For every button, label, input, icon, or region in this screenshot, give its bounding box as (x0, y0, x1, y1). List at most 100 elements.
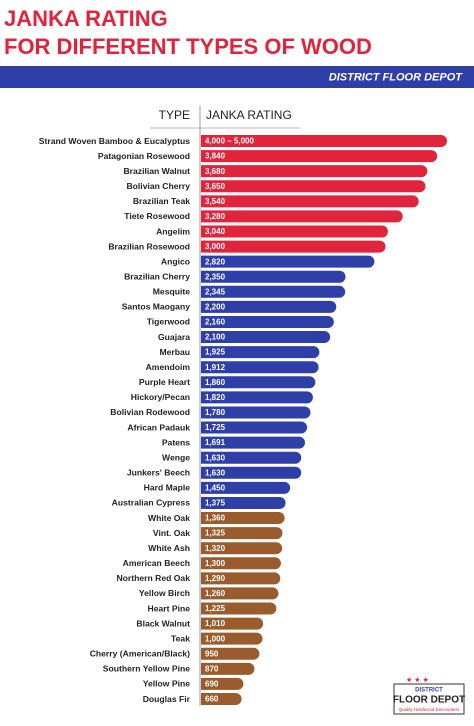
value-label: 1,375 (205, 499, 226, 508)
category-label: Angelim (156, 226, 190, 236)
bar-left (201, 436, 207, 449)
category-label: Wenge (162, 452, 190, 462)
category-label: Tiete Rosewood (124, 211, 190, 221)
value-label: 1,450 (205, 483, 226, 492)
bar-left (201, 315, 207, 328)
value-label: 3,540 (205, 197, 226, 206)
value-label: 1,691 (205, 438, 226, 447)
value-label: 1,725 (205, 423, 226, 432)
category-label: Bolivian Cherry (126, 181, 190, 191)
category-label: Southern Yellow Pine (103, 664, 190, 674)
bar-left (201, 662, 207, 675)
brand-band (0, 66, 474, 88)
category-label: American Beech (123, 558, 190, 568)
bar (201, 255, 375, 268)
category-label: Mesquite (153, 287, 190, 297)
bar (201, 300, 337, 313)
bar-left (201, 677, 207, 690)
bar-left (201, 225, 207, 238)
value-label: 1,325 (205, 529, 226, 538)
category-label: Yellow Birch (139, 588, 190, 598)
bar (201, 270, 346, 283)
bar-left (201, 406, 207, 419)
bar (201, 602, 277, 615)
bar-left (201, 376, 207, 389)
bar (201, 240, 386, 253)
category-label: Yellow Pine (143, 679, 191, 689)
category-label: Angico (161, 256, 190, 266)
bar (201, 225, 388, 238)
category-label: Merbau (159, 347, 190, 357)
category-label: Patagonian Rosewood (98, 151, 190, 161)
value-label: 870 (205, 664, 219, 673)
bar (201, 180, 426, 193)
value-label: 1,860 (205, 378, 226, 387)
bar (201, 150, 438, 163)
category-label: Douglas Fir (143, 694, 191, 704)
category-label: Junkers' Beech (127, 468, 190, 478)
bar (201, 466, 302, 479)
category-label: Strand Woven Bamboo & Eucalyptus (39, 136, 190, 146)
bar (201, 346, 320, 359)
category-label: Heart Pine (147, 603, 190, 613)
bar (201, 527, 283, 540)
value-label: 660 (205, 695, 219, 704)
bar-left (201, 150, 207, 163)
bar (201, 421, 308, 434)
bar-left (201, 602, 207, 615)
bar-left (201, 496, 207, 509)
bar (201, 315, 334, 328)
bar (201, 436, 305, 449)
logo: DISTRICT FLOOR DEPOT Quality Hardwood Di… (393, 676, 465, 715)
logo-main: FLOOR DEPOT (393, 695, 465, 706)
category-label: Tigerwood (147, 317, 190, 327)
value-label: 1,320 (205, 544, 226, 553)
value-label: 1,912 (205, 363, 226, 372)
bar-left (201, 527, 207, 540)
bar (201, 557, 281, 570)
value-label: 950 (205, 649, 219, 658)
bar (201, 135, 447, 147)
category-label: Australian Cypress (112, 498, 191, 508)
category-label: Teak (171, 633, 190, 643)
category-label: Bolivian Rodewood (110, 407, 190, 417)
bar (201, 210, 403, 223)
value-header: JANKA RATING (206, 108, 292, 122)
category-label: Vint. Oak (153, 528, 190, 538)
value-label: 1,260 (205, 589, 226, 598)
logo-top: DISTRICT (415, 688, 443, 694)
bar-left (201, 587, 207, 600)
value-label: 1,820 (205, 393, 226, 402)
bar-left (201, 466, 207, 479)
value-label: 2,160 (205, 318, 226, 327)
logo-stars: ★ ★ ★ (406, 676, 429, 684)
category-label: Black Walnut (136, 618, 190, 628)
category-label: Hard Maple (144, 483, 191, 493)
brand: DISTRICT FLOOR DEPOT (329, 71, 464, 83)
category-header: TYPE (159, 108, 190, 122)
bar-left (201, 270, 207, 283)
bar (201, 165, 428, 178)
bar-left (201, 557, 207, 570)
bar-left (201, 210, 207, 223)
bar (201, 572, 281, 585)
category-label: White Ash (148, 543, 190, 553)
bar (201, 195, 419, 208)
bar (201, 662, 255, 675)
value-label: 3,650 (205, 182, 226, 191)
bar-left (201, 240, 207, 253)
value-label: 1,300 (205, 559, 226, 568)
bar-left (201, 481, 207, 494)
bar-left (201, 647, 207, 660)
bar-left (201, 451, 207, 464)
bar-left (201, 421, 207, 434)
category-label: Brazilian Cherry (124, 271, 190, 281)
value-label: 1,360 (205, 514, 226, 523)
bar (201, 587, 279, 600)
bar-left (201, 512, 207, 525)
bar-left (201, 617, 207, 630)
logo-box (393, 683, 465, 715)
category-label: White Oak (148, 513, 190, 523)
bar (201, 451, 302, 464)
chart-title: JANKA RATING (4, 6, 168, 31)
